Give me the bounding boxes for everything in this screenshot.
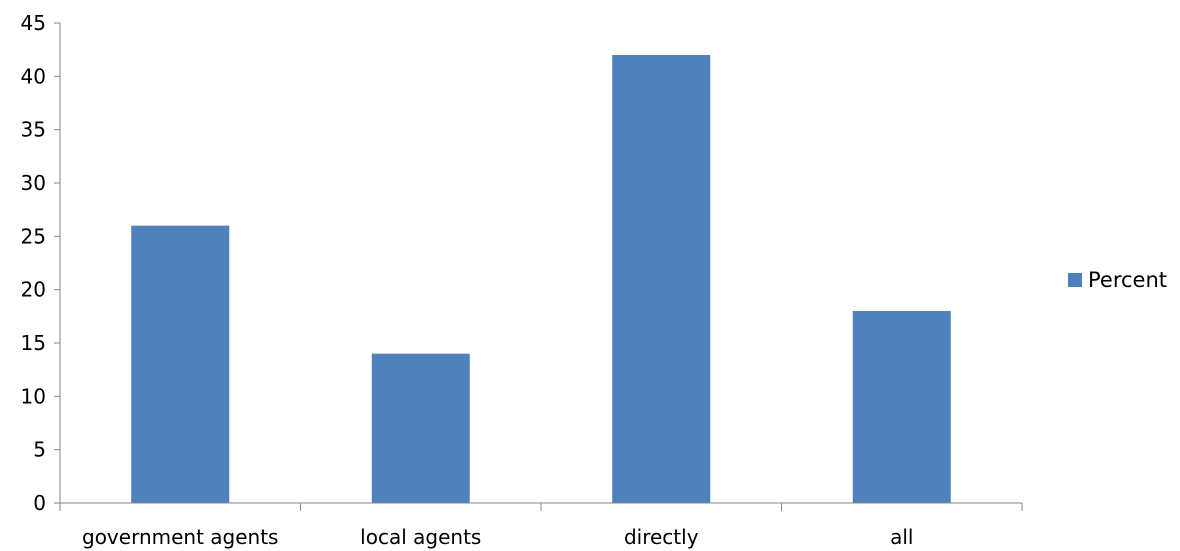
- x-tick-label: local agents: [360, 525, 481, 549]
- y-tick-label: 25: [21, 224, 46, 248]
- axes: [59, 23, 1022, 504]
- legend-swatch: [1068, 273, 1082, 287]
- legend-label: Percent: [1088, 268, 1168, 292]
- y-tick-label: 10: [21, 384, 46, 408]
- legend: Percent: [1068, 268, 1167, 292]
- bar: [371, 353, 470, 503]
- bar: [612, 55, 711, 503]
- y-tick-label: 0: [33, 491, 46, 515]
- y-tick-label: 45: [21, 11, 46, 35]
- y-tick-label: 40: [21, 64, 46, 88]
- x-tick-label: government agents: [82, 525, 278, 549]
- x-axis-ticks: government agents local agents directly all: [59, 503, 1023, 549]
- y-axis-ticks: 0 5 10 15 20 25 30 35 40 45: [21, 11, 60, 515]
- y-tick-label: 30: [21, 171, 46, 195]
- y-tick-label: 35: [21, 118, 46, 142]
- bar: [131, 225, 230, 503]
- y-tick-label: 5: [33, 438, 46, 462]
- y-tick-label: 15: [21, 331, 46, 355]
- x-tick-label: all: [890, 525, 913, 549]
- x-tick-label: directly: [624, 525, 699, 549]
- bar: [852, 311, 951, 503]
- y-tick-label: 20: [21, 278, 46, 302]
- bars: [131, 55, 951, 503]
